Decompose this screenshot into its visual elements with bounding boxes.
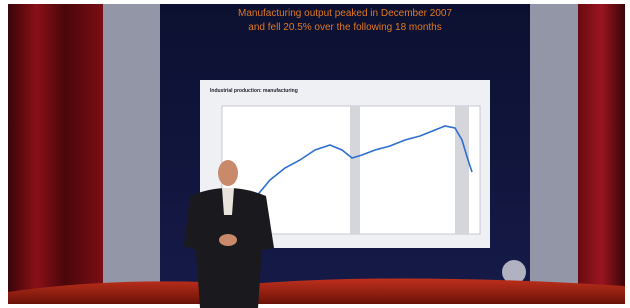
photo: Manufacturing output peaked in December …	[0, 0, 630, 308]
recession-band	[350, 106, 360, 234]
slide-headline: and fell 20.5% over the following 18 mon…	[248, 22, 441, 33]
head	[218, 160, 238, 186]
scene: Manufacturing output peaked in December …	[8, 4, 625, 308]
recession-band	[455, 106, 469, 234]
hands	[219, 234, 237, 246]
slide-chart-title: Industrial production: manufacturing	[210, 88, 298, 94]
shirt	[222, 188, 234, 215]
curtain-left	[8, 4, 103, 304]
slide-headline: Manufacturing output peaked in December …	[238, 8, 452, 19]
curtain-right	[578, 4, 625, 304]
